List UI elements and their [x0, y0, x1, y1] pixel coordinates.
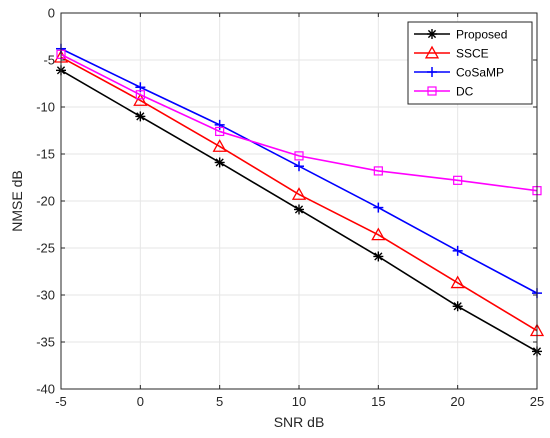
- x-tick-label: 15: [371, 394, 385, 409]
- x-axis-label: SNR dB: [274, 414, 325, 430]
- y-tick-label: -35: [36, 335, 55, 350]
- data-point-dc: [215, 126, 225, 137]
- y-tick-label: -20: [36, 194, 55, 209]
- axis-ticks: -5 0 5 10 15 20 25 0 -5 -10 -15 -20 -25 -30 -35 -40: [36, 6, 544, 410]
- y-axis-label: NMSE dB: [9, 170, 25, 231]
- legend-label: CoSaMP: [456, 66, 504, 80]
- x-tick-label: 0: [137, 394, 144, 409]
- data-point-proposed: [373, 251, 384, 262]
- y-tick-label: -30: [36, 288, 55, 303]
- y-tick-label: -25: [36, 241, 55, 256]
- data-point-ssce: [371, 227, 386, 241]
- legend: Proposed SSCE CoSaMP DC: [407, 21, 533, 105]
- data-point-ssce: [291, 187, 307, 200]
- legend-item-cosamp: CoSaMP: [414, 66, 504, 80]
- x-tick-label: -5: [55, 394, 67, 409]
- series-layer: [53, 43, 545, 357]
- x-tick-label: 20: [450, 394, 464, 409]
- data-point-dc: [135, 90, 145, 100]
- data-point-ssce: [450, 275, 465, 289]
- data-point-dc: [373, 166, 383, 176]
- y-tick-label: 0: [48, 6, 55, 21]
- data-point-cosamp: [294, 161, 304, 172]
- legend-label: DC: [456, 85, 474, 99]
- legend-marker: [427, 67, 437, 77]
- series-line-dc: [60, 53, 538, 192]
- data-point-ssce: [133, 93, 148, 106]
- data-point-cosamp: [452, 245, 463, 256]
- data-point-proposed: [214, 157, 225, 168]
- data-point-dc: [453, 175, 463, 185]
- legend-item-dc: DC: [414, 85, 474, 99]
- x-tick-label: 5: [216, 394, 223, 409]
- legend-label: SSCE: [456, 47, 489, 61]
- legend-item-ssce: SSCE: [414, 45, 489, 61]
- series-ssce: [53, 49, 545, 337]
- x-tick-label: 25: [530, 394, 544, 409]
- data-point-dc: [294, 151, 304, 161]
- y-tick-label: -40: [36, 382, 55, 397]
- legend-marker: [427, 29, 437, 39]
- y-tick-label: -5: [43, 53, 55, 68]
- data-point-proposed: [294, 204, 304, 215]
- data-point-proposed: [452, 301, 463, 312]
- legend-marker: [427, 86, 437, 96]
- data-point-ssce: [212, 139, 227, 152]
- legend-marker: [424, 45, 440, 59]
- legend-item-proposed: Proposed: [414, 28, 507, 42]
- y-tick-label: -10: [36, 100, 55, 115]
- x-tick-label: 10: [292, 394, 306, 409]
- y-tick-label: -15: [36, 147, 55, 162]
- data-point-proposed: [135, 111, 146, 122]
- data-point-cosamp: [214, 119, 225, 130]
- series-line-ssce: [60, 56, 538, 332]
- data-point-cosamp: [373, 202, 384, 213]
- legend-label: Proposed: [456, 28, 507, 42]
